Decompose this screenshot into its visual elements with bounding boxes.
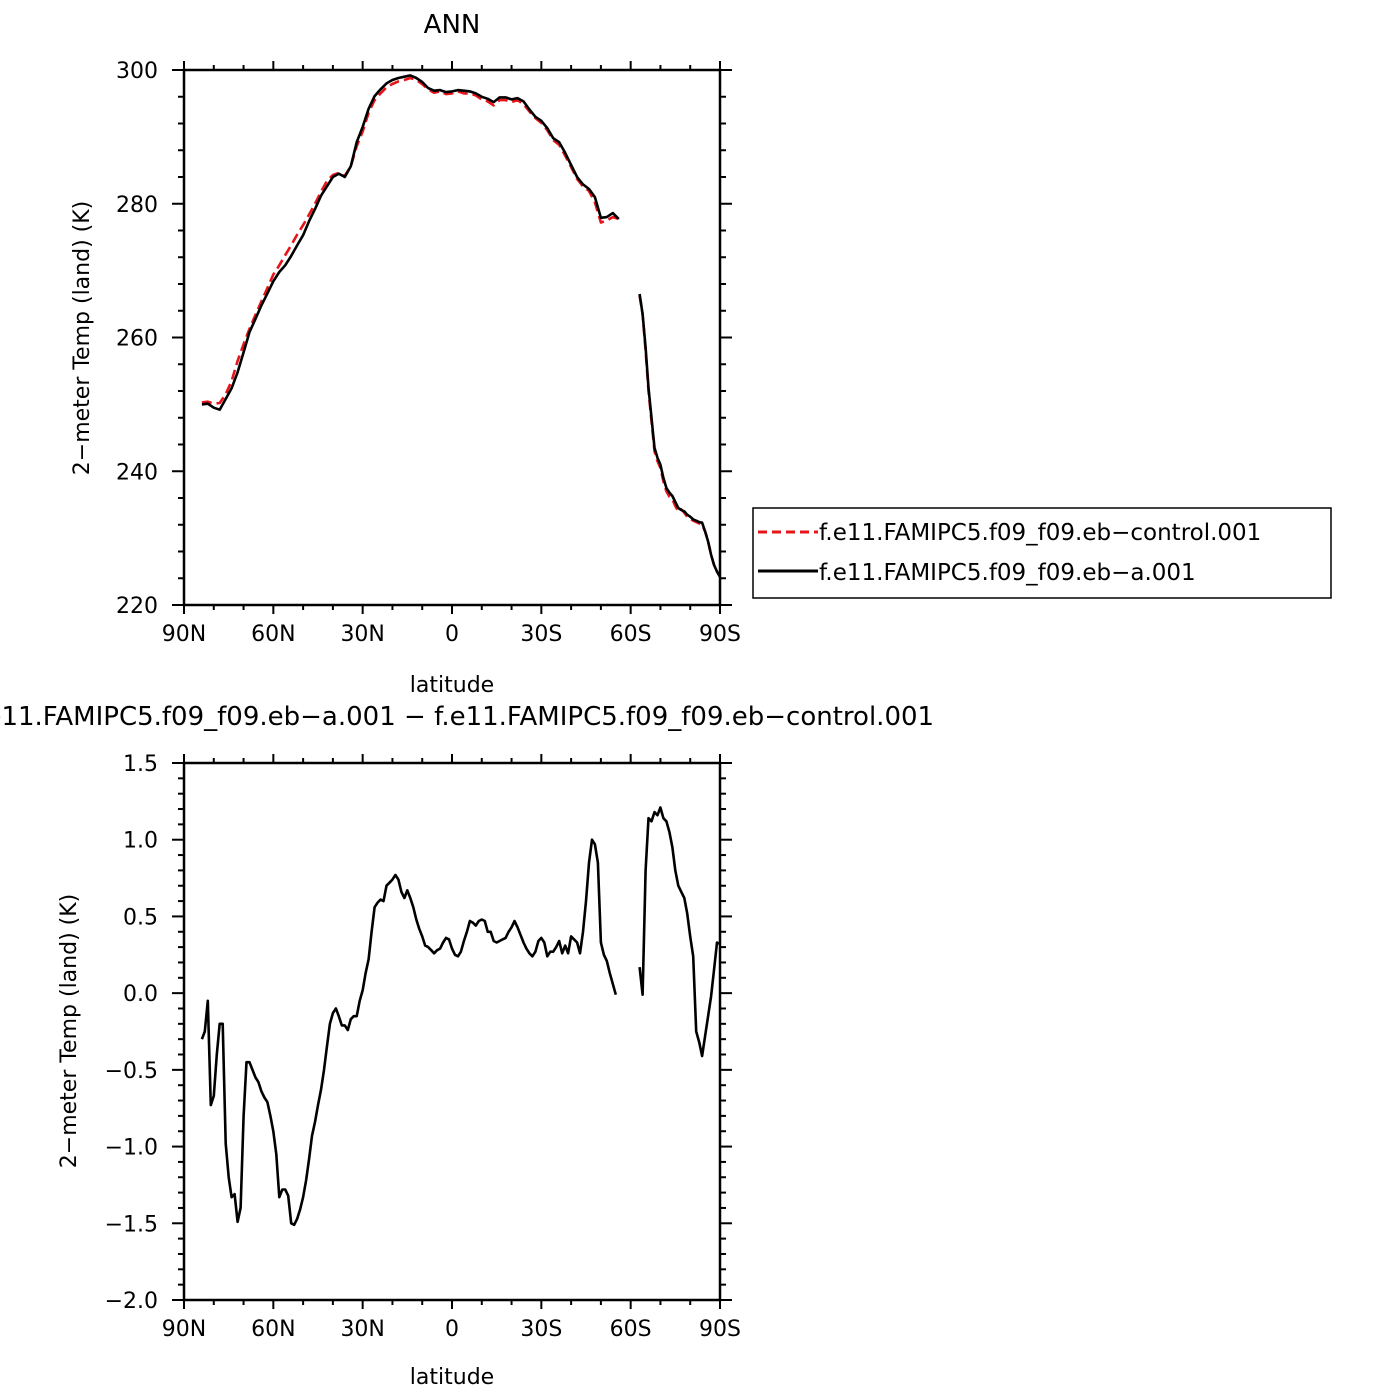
x-tick-label: 0 bbox=[445, 1317, 459, 1342]
legend-entry-experiment: f.e11.FAMIPC5.f09_f09.eb−a.001 bbox=[819, 560, 1196, 586]
y-tick-label: 280 bbox=[116, 193, 158, 218]
series-line-0-segment-0 bbox=[201, 76, 620, 405]
legend-entry-control: f.e11.FAMIPC5.f09_f09.eb−control.001 bbox=[819, 520, 1261, 546]
x-tick-label: 30S bbox=[520, 622, 562, 647]
plot-frame bbox=[182, 68, 722, 607]
series-line-0-segment-1 bbox=[638, 295, 722, 578]
x-tick-label: 30N bbox=[340, 1317, 384, 1342]
x-axis-label: latitude bbox=[410, 673, 494, 698]
chart-title: ANN bbox=[424, 10, 481, 40]
x-tick-label: 60S bbox=[610, 1317, 652, 1342]
plot-area bbox=[200, 806, 721, 1227]
x-tick-label: 90N bbox=[162, 622, 206, 647]
y-tick-label: −1.5 bbox=[105, 1212, 158, 1237]
y-tick-label: 260 bbox=[116, 327, 158, 352]
y-tick-label: 240 bbox=[116, 460, 158, 485]
x-tick-label: 60N bbox=[251, 622, 295, 647]
x-tick-label: 30S bbox=[520, 1317, 562, 1342]
x-tick-label: 0 bbox=[445, 622, 459, 647]
difference-chart-title: f.e11.FAMIPC5.f09_f09.eb−a.001 − f.e11.F… bbox=[0, 702, 934, 732]
x-tick-label: 60S bbox=[610, 622, 652, 647]
y-tick-label: −0.5 bbox=[105, 1059, 158, 1084]
series-line-0-segment-1 bbox=[638, 806, 721, 1058]
series-line-1-segment-1 bbox=[638, 293, 722, 578]
x-tick-label: 60N bbox=[251, 1317, 295, 1342]
x-tick-label: 30N bbox=[340, 622, 384, 647]
x-tick-label: 90S bbox=[699, 622, 741, 647]
y-tick-label: 1.5 bbox=[123, 752, 158, 777]
x-tick-label: 90S bbox=[699, 1317, 741, 1342]
axes: 90N 60N 30N 0 30S 60S 90S −2.0 −1.5 −1.0 −0.5 0.0 0.… bbox=[105, 752, 741, 1342]
y-tick-label: 0.0 bbox=[123, 982, 158, 1007]
y-tick-label: 300 bbox=[116, 59, 158, 84]
difference-panel: f.e11.FAMIPC5.f09_f09.eb−a.001 − f.e11.F… bbox=[0, 702, 934, 1390]
series-line-1-segment-0 bbox=[201, 74, 620, 411]
y-tick-label: −2.0 bbox=[105, 1289, 158, 1314]
y-axis-label: 2−meter Temp (land) (K) bbox=[57, 894, 82, 1168]
y-tick-label: 1.0 bbox=[123, 829, 158, 854]
plot-frame bbox=[182, 761, 722, 1302]
plot-area bbox=[201, 74, 722, 578]
legend: f.e11.FAMIPC5.f09_f09.eb−control.001 f.e… bbox=[752, 507, 1332, 599]
x-axis-label: latitude bbox=[410, 1365, 494, 1390]
y-axis-label: 2−meter Temp (land) (K) bbox=[70, 201, 95, 475]
temperature-panel: ANN 90N 60N 30N 0 30S 60S 90S 220 240 260 280 300 l… bbox=[70, 10, 1332, 698]
series-line-0-segment-0 bbox=[200, 838, 618, 1227]
x-tick-label: 90N bbox=[162, 1317, 206, 1342]
axes: 90N 60N 30N 0 30S 60S 90S 220 240 260 280 300 bbox=[116, 59, 741, 647]
legend-box bbox=[752, 507, 1332, 599]
y-tick-label: −1.0 bbox=[105, 1136, 158, 1161]
y-tick-label: 0.5 bbox=[123, 905, 158, 930]
y-tick-label: 220 bbox=[116, 594, 158, 619]
